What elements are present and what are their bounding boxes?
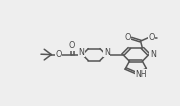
- Text: NH: NH: [135, 70, 147, 79]
- Text: O: O: [148, 33, 154, 42]
- Text: O: O: [56, 50, 62, 59]
- Text: N: N: [104, 48, 110, 57]
- Text: O: O: [124, 33, 131, 42]
- Text: O: O: [69, 41, 75, 50]
- Text: N: N: [150, 50, 156, 59]
- Text: N: N: [79, 48, 84, 57]
